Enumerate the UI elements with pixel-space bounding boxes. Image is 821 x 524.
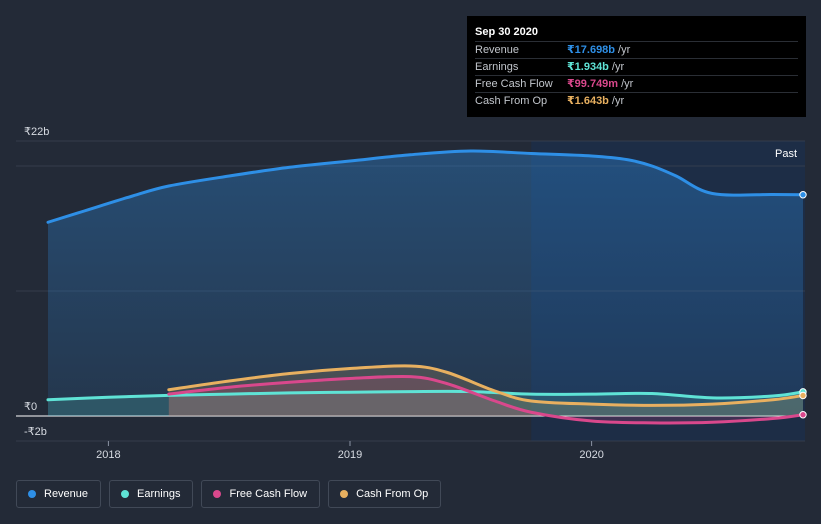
tooltip-label: Cash From Op — [475, 95, 548, 107]
free-cash-flow-end-point — [799, 411, 807, 419]
tooltip-unit: /yr — [611, 61, 625, 73]
x-tick-label: 2020 — [579, 449, 603, 461]
tooltip-unit: /yr — [618, 44, 631, 56]
revenue-area — [48, 150, 803, 417]
past-label: Past — [775, 148, 797, 160]
tooltip-row-revenue: Revenue ₹17.698b /yr — [475, 41, 798, 58]
legend-label: Cash From Op — [356, 488, 429, 500]
tooltip-row-cash-from-op: Cash From Op ₹1.643b /yr — [475, 92, 798, 109]
legend-item-revenue[interactable]: Revenue — [16, 480, 102, 508]
legend-dot-icon — [121, 490, 130, 498]
y-tick-label: ₹22b — [24, 126, 49, 138]
tooltip-row-earnings: Earnings ₹1.934b /yr — [475, 58, 798, 75]
revenue-line — [46, 149, 805, 224]
free-cash-flow-line — [167, 374, 805, 425]
tooltip-date: Sep 30 2020 — [475, 26, 538, 38]
legend-label: Free Cash Flow — [229, 488, 308, 500]
legend-label: Earnings — [137, 488, 181, 500]
legend-dot-icon — [213, 490, 222, 498]
series-fills — [48, 150, 804, 423]
revenue-end-point — [799, 191, 807, 199]
x-tick-label: 2018 — [96, 449, 120, 461]
tooltip: Sep 30 2020 Revenue ₹17.698b /yr Earning… — [467, 16, 806, 117]
tooltip-label: Free Cash Flow — [475, 78, 553, 90]
cash-from-op-end-point — [799, 391, 807, 400]
tooltip-value: ₹1.934b — [567, 61, 609, 73]
legend-item-earnings[interactable]: Earnings — [109, 480, 194, 508]
free-cash-flow-area — [168, 376, 804, 423]
legend-item-free-cash-flow[interactable]: Free Cash Flow — [201, 480, 321, 508]
tooltip-value: ₹17.698b — [567, 44, 616, 56]
y-tick-label: ₹0 — [24, 401, 37, 413]
tooltip-label: Earnings — [475, 61, 519, 73]
legend-label: Revenue — [44, 488, 89, 500]
tooltip-value: ₹99.749m — [567, 78, 619, 90]
legend: Revenue Earnings Free Cash Flow Cash Fro… — [16, 480, 449, 508]
tooltip-value: ₹1.643b — [567, 95, 609, 107]
x-axis: 2018 2019 2020 — [96, 441, 604, 461]
tooltip-unit: /yr — [611, 95, 625, 107]
x-tick-label: 2019 — [338, 449, 362, 461]
y-tick-label: -₹2b — [24, 426, 47, 438]
series-end-points — [799, 191, 807, 419]
legend-dot-icon — [28, 490, 36, 498]
tooltip-label: Revenue — [475, 44, 520, 56]
legend-item-cash-from-op[interactable]: Cash From Op — [328, 480, 442, 508]
legend-dot-icon — [340, 490, 349, 498]
earnings-line — [46, 389, 805, 402]
earnings-area — [48, 391, 803, 416]
tooltip-unit: /yr — [621, 78, 634, 90]
y-axis: ₹22b ₹0 -₹2b — [24, 126, 49, 438]
series-lines — [46, 149, 805, 425]
tooltip-row-free-cash-flow: Free Cash Flow ₹99.749m /yr — [475, 75, 798, 92]
cash-from-op-line — [167, 364, 805, 407]
